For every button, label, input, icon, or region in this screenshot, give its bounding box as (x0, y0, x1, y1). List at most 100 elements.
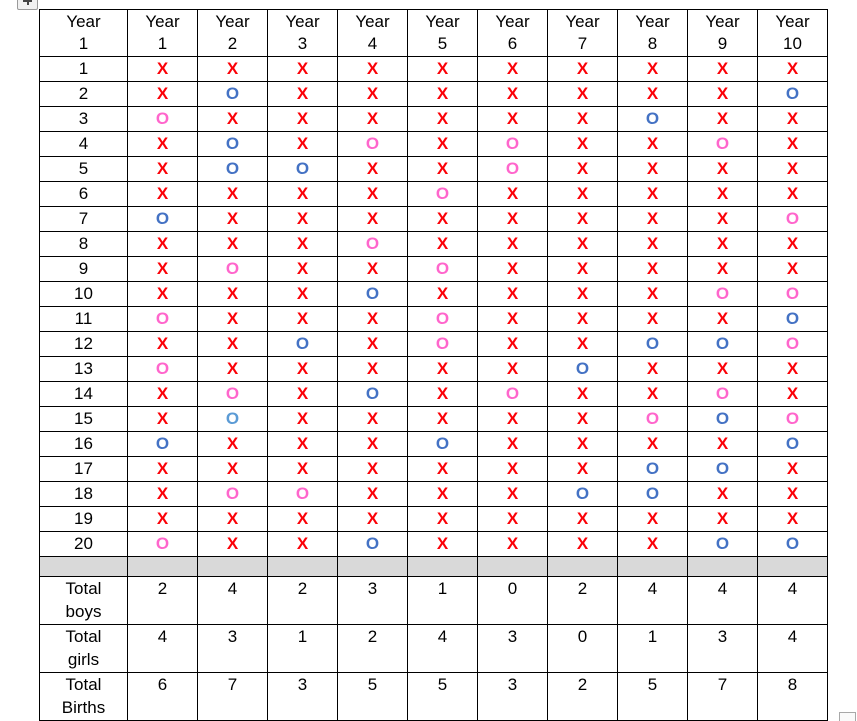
mark-x: X (617, 231, 688, 257)
mark-o: O (407, 256, 478, 282)
total-value: 2 (267, 576, 338, 625)
total-row: Total boys 2 4 2 3 1 0 2 4 4 4 (39, 576, 828, 625)
mark-x: X (687, 431, 758, 457)
mark-x: X (477, 81, 548, 107)
mark-x: X (127, 406, 198, 432)
mark-x: X (407, 356, 478, 382)
total-row-label-text: boys (65, 602, 102, 621)
mark-x: X (477, 181, 548, 207)
mark-x: X (407, 81, 478, 107)
mark-x: X (407, 106, 478, 132)
mark-x: X (407, 156, 478, 182)
year-column-header: Year 7 (547, 9, 618, 57)
mark-x: X (407, 381, 478, 407)
mark-x: X (127, 156, 198, 182)
mark-x: X (337, 206, 408, 232)
mark-o: O (197, 156, 268, 182)
year-column-header-text: Year (495, 12, 530, 31)
mark-x: X (337, 506, 408, 532)
corner-header: Year 1 (39, 9, 128, 57)
row-number: 18 (39, 481, 128, 507)
year-column-header-text: 7 (577, 34, 588, 53)
row-number: 17 (39, 456, 128, 482)
mark-x: X (267, 381, 338, 407)
mark-o: O (757, 206, 828, 232)
table-move-handle-icon[interactable] (17, 0, 38, 10)
row-number: 4 (39, 131, 128, 157)
mark-x: X (337, 306, 408, 332)
mark-x: X (407, 131, 478, 157)
mark-o: O (197, 81, 268, 107)
mark-o: O (477, 381, 548, 407)
mark-o: O (547, 481, 618, 507)
mark-x: X (407, 206, 478, 232)
mark-x: X (617, 306, 688, 332)
mark-x: X (267, 456, 338, 482)
mark-o: O (687, 131, 758, 157)
table-resize-handle[interactable] (839, 712, 856, 721)
row-number: 15 (39, 406, 128, 432)
mark-x: X (687, 481, 758, 507)
mark-x: X (477, 356, 548, 382)
mark-x: X (687, 356, 758, 382)
mark-x: X (267, 206, 338, 232)
mark-x: X (687, 231, 758, 257)
divider-cell (337, 556, 408, 577)
mark-o: O (687, 406, 758, 432)
total-value: 4 (127, 624, 198, 673)
mark-o: O (757, 531, 828, 557)
total-value: 1 (267, 624, 338, 673)
year-column-header: Year 1 (127, 9, 198, 57)
row-number: 7 (39, 206, 128, 232)
mark-x: X (197, 206, 268, 232)
divider-cell (687, 556, 758, 577)
mark-x: X (127, 181, 198, 207)
birth-record-table: Year 1 Year 1 Year 2 Year 3 Year 4 Year 5 Year 6 Year 7… (39, 9, 828, 721)
mark-o: O (757, 306, 828, 332)
mark-x: X (197, 231, 268, 257)
mark-x: X (617, 356, 688, 382)
mark-x: X (267, 281, 338, 307)
year-column-header-text: 5 (437, 34, 448, 53)
mark-o: O (687, 331, 758, 357)
mark-x: X (547, 56, 618, 82)
mark-o: O (687, 281, 758, 307)
mark-o: O (477, 156, 548, 182)
year-column-header-text: Year (355, 12, 390, 31)
divider-cell (757, 556, 828, 577)
mark-x: X (477, 456, 548, 482)
mark-x: X (337, 481, 408, 507)
mark-x: X (267, 56, 338, 82)
mark-x: X (617, 56, 688, 82)
total-value: 6 (127, 672, 198, 721)
mark-x: X (757, 56, 828, 82)
mark-x: X (617, 531, 688, 557)
mark-o: O (197, 406, 268, 432)
row-number: 1 (39, 56, 128, 82)
mark-x: X (477, 206, 548, 232)
total-value: 4 (757, 576, 828, 625)
divider-cell (197, 556, 268, 577)
mark-x: X (617, 181, 688, 207)
mark-o: O (757, 331, 828, 357)
mark-x: X (617, 281, 688, 307)
corner-header-text: Year (66, 12, 101, 31)
divider-row (39, 556, 828, 577)
mark-x: X (757, 156, 828, 182)
mark-x: X (687, 506, 758, 532)
total-row-label-text: Total (65, 627, 102, 646)
mark-x: X (757, 456, 828, 482)
mark-o: O (127, 306, 198, 332)
total-value: 3 (197, 624, 268, 673)
total-value: 3 (477, 624, 548, 673)
mark-x: X (687, 206, 758, 232)
mark-o: O (407, 181, 478, 207)
mark-x: X (547, 456, 618, 482)
mark-x: X (197, 456, 268, 482)
mark-x: X (267, 181, 338, 207)
